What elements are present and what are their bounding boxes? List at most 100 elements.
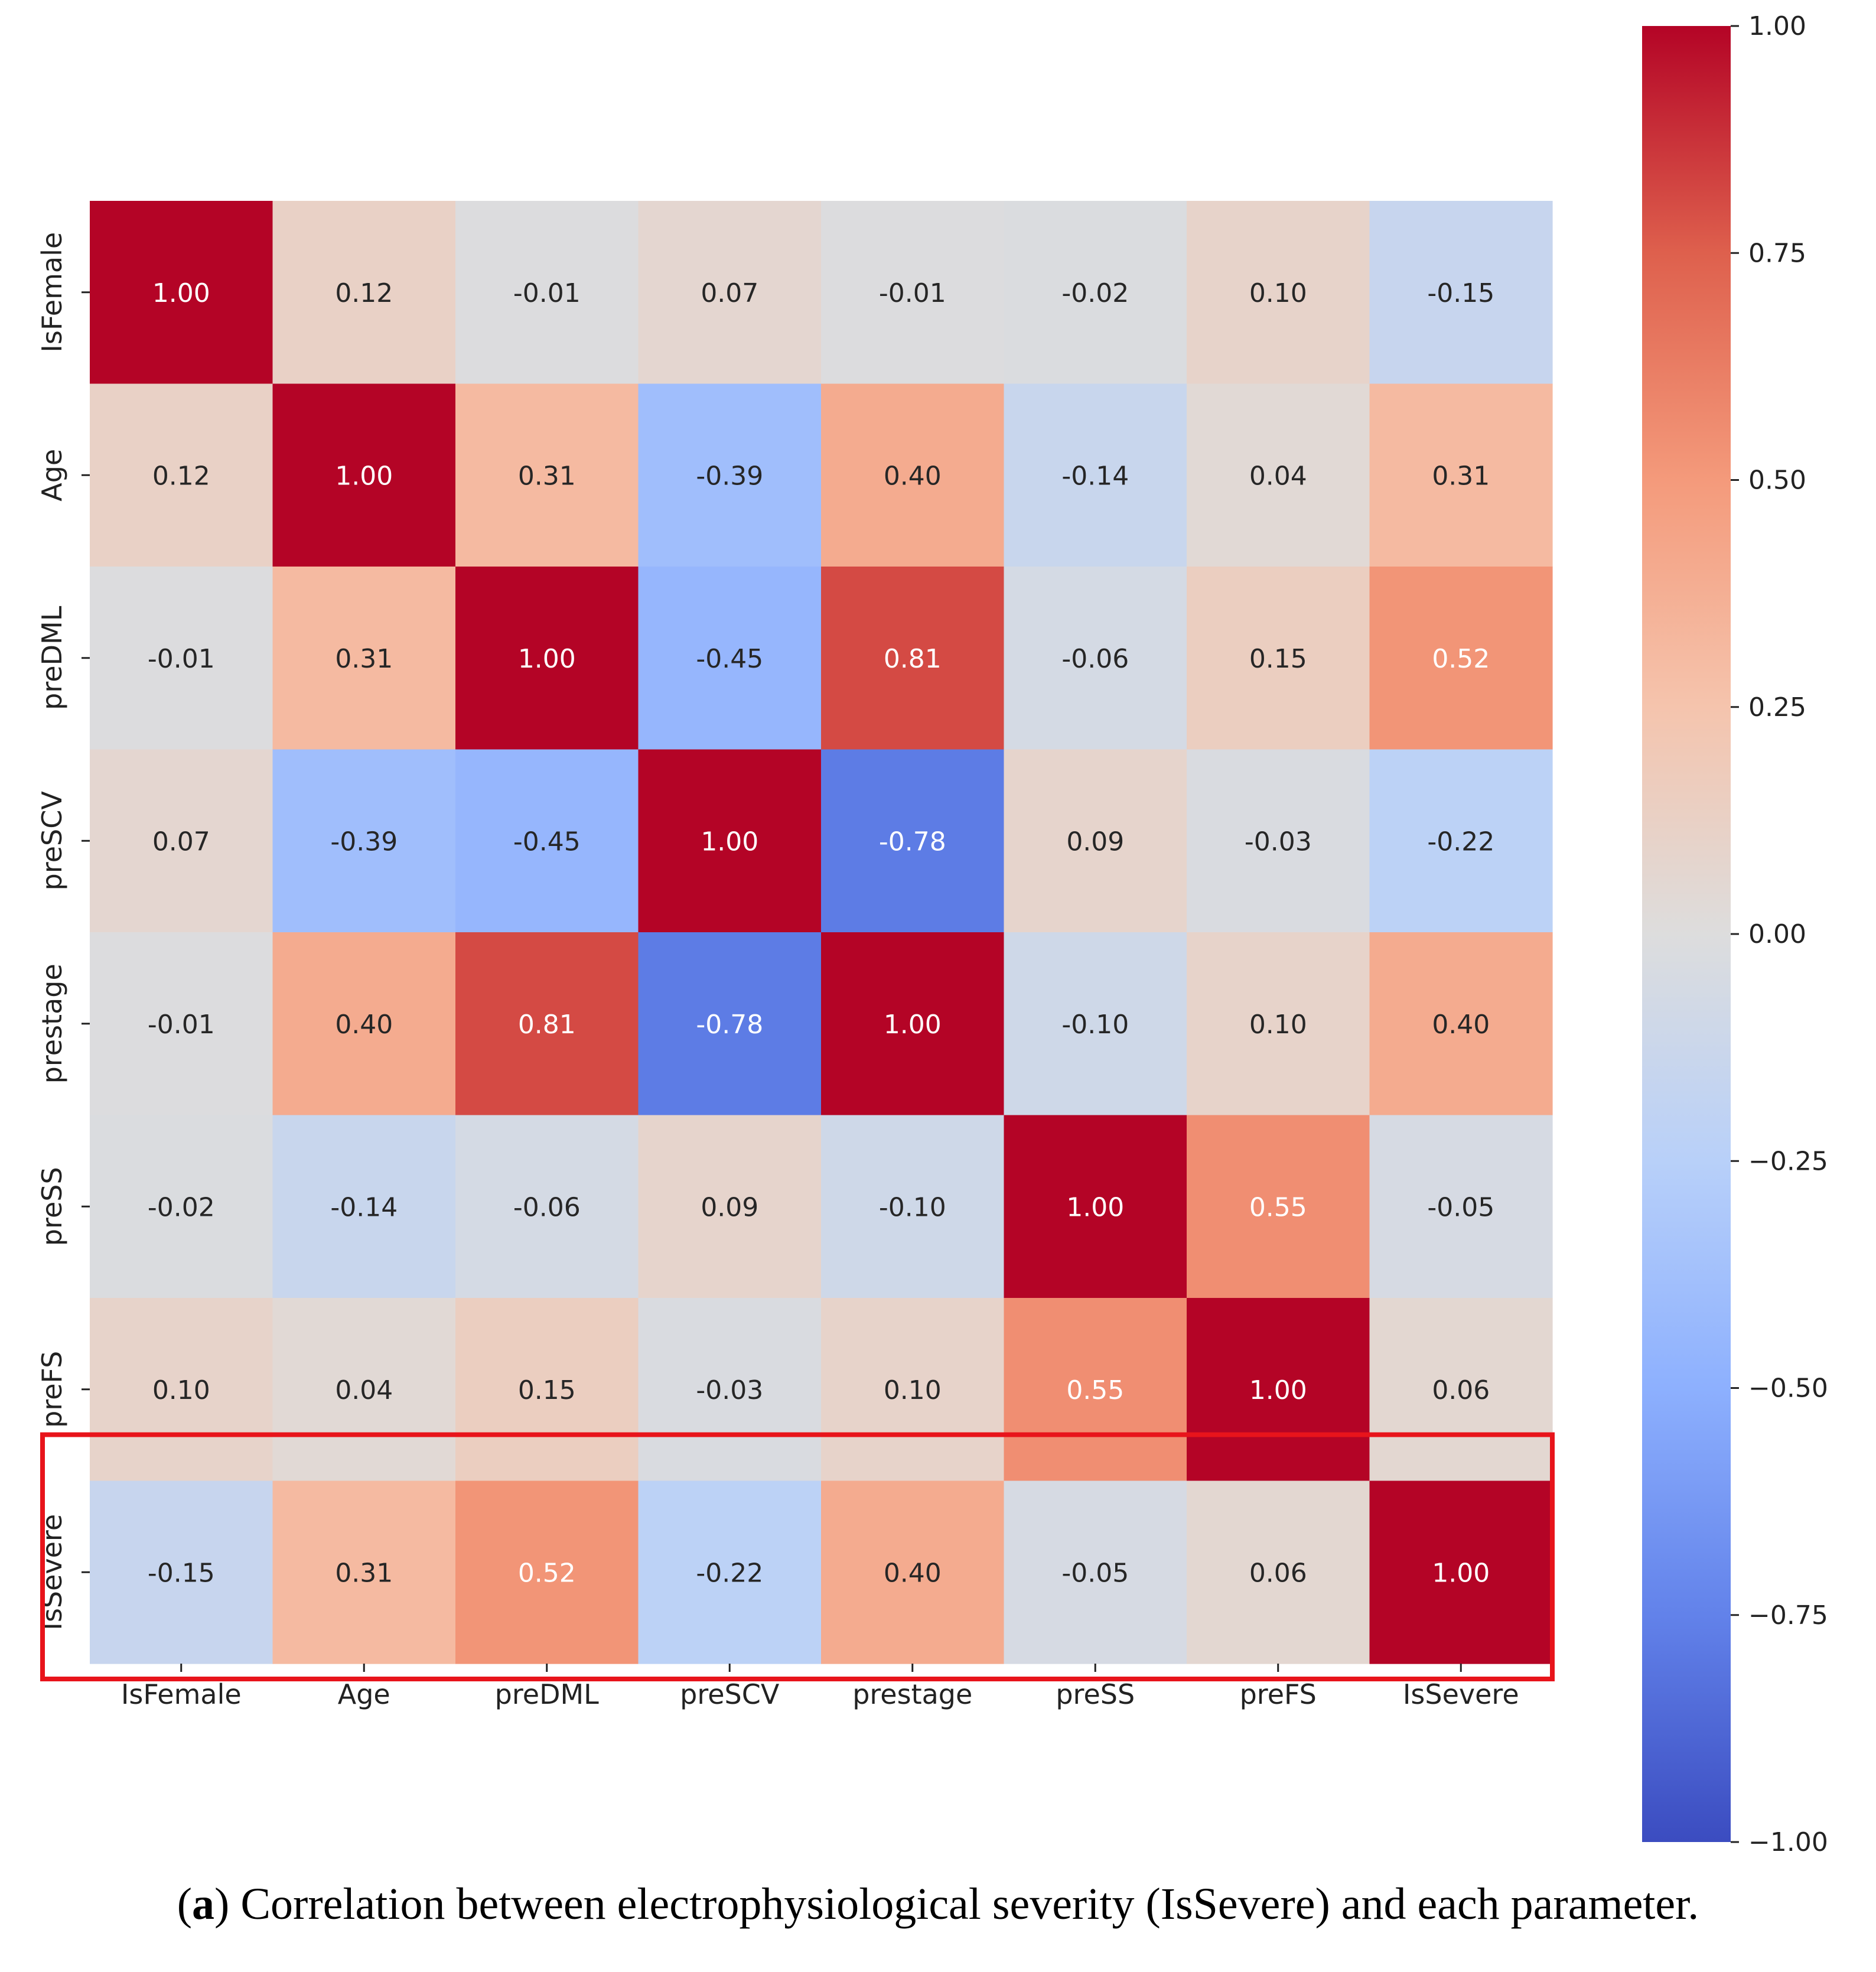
cell-value-IsFemale-IsFemale: 1.00 (152, 278, 210, 308)
heatmap-cell-IsFemale-preDML (455, 201, 639, 385)
heatmap-cell-preDML-prestage (821, 567, 1005, 750)
caption-label: a (192, 1879, 215, 1929)
cell-value-preSCV-IsFemale: 0.07 (152, 826, 210, 857)
heatmap-cell-preSS-preSS (1004, 1115, 1187, 1299)
heatmap-cell-Age-Age (272, 383, 456, 567)
heatmap-cell-preDML-IsSevere (1369, 567, 1553, 750)
cell-value-prestage-preFS: 0.10 (1249, 1010, 1307, 1040)
heatmap-cell-prestage-preDML (455, 932, 639, 1116)
x-tick-label-preSS: preSS (1056, 1678, 1135, 1710)
cell-value-prestage-preSS: -0.10 (1061, 1010, 1129, 1040)
heatmap-cell-prestage-preSS (1004, 932, 1187, 1116)
cell-value-IsFemale-preDML: -0.01 (513, 278, 581, 308)
heatmap-cell-preDML-preSCV (638, 567, 822, 750)
heatmap-cell-preSCV-Age (272, 749, 456, 933)
heatmap-cells (90, 201, 1553, 1664)
cell-value-preSCV-preSS: 0.09 (1066, 826, 1124, 857)
cell-value-preDML-preFS: 0.15 (1249, 644, 1307, 674)
cell-value-prestage-prestage: 1.00 (884, 1010, 942, 1040)
cell-value-preFS-preSCV: -0.03 (696, 1375, 763, 1405)
cell-value-prestage-preSCV: -0.78 (696, 1010, 763, 1040)
heatmap-cell-prestage-IsFemale (90, 932, 273, 1116)
cell-value-preDML-prestage: 0.81 (884, 644, 942, 674)
heatmap-cell-preSS-IsSevere (1369, 1115, 1553, 1299)
cell-value-preFS-preSS: 0.55 (1066, 1375, 1124, 1405)
y-tick-label-preSS: preSS (36, 1167, 68, 1246)
heatmap-cell-preDML-preSS (1004, 567, 1187, 750)
heatmap-cell-preSS-prestage (821, 1115, 1005, 1299)
heatmap-cell-preSCV-prestage (821, 749, 1005, 933)
cell-value-preDML-preSS: -0.06 (1061, 644, 1129, 674)
cell-value-preDML-preDML: 1.00 (518, 644, 576, 674)
figure-caption: (a) Correlation between electrophysiolog… (177, 1879, 1699, 1929)
heatmap-cell-IsSevere-preSCV (638, 1480, 822, 1664)
heatmap-cell-Age-preSS (1004, 383, 1187, 567)
heatmap-cell-IsFemale-IsSevere (1369, 201, 1553, 385)
heatmap-cell-Age-IsSevere (1369, 383, 1553, 567)
heatmap-cell-preFS-IsFemale (90, 1298, 273, 1482)
heatmap-cell-IsFemale-preSCV (638, 201, 822, 385)
cell-value-IsSevere-IsFemale: -0.15 (148, 1558, 215, 1588)
x-tick-label-IsSevere: IsSevere (1403, 1678, 1519, 1710)
cell-value-preSS-IsSevere: -0.05 (1427, 1192, 1494, 1222)
colorbar-tick-label: −0.25 (1748, 1146, 1828, 1176)
cell-value-preSS-preSS: 1.00 (1066, 1192, 1124, 1222)
heatmap-cell-preSCV-preDML (455, 749, 639, 933)
cell-value-prestage-IsFemale: -0.01 (148, 1010, 215, 1040)
cell-value-preSS-IsFemale: -0.02 (148, 1192, 215, 1222)
cell-value-preDML-Age: 0.31 (335, 644, 393, 674)
heatmap-cell-Age-preFS (1187, 383, 1370, 567)
heatmap-cell-preSCV-preSS (1004, 749, 1187, 933)
x-tick-label-Age: Age (338, 1678, 390, 1710)
heatmap-cell-preDML-Age (272, 567, 456, 750)
colorbar-tick-label: −0.75 (1748, 1600, 1828, 1631)
cell-value-preDML-IsFemale: -0.01 (148, 644, 215, 674)
cell-value-Age-preDML: 0.31 (518, 461, 576, 491)
cell-value-Age-preSS: -0.14 (1061, 461, 1129, 491)
cell-value-preSS-preSCV: 0.09 (701, 1192, 758, 1222)
colorbar-tick-label: 0.75 (1748, 238, 1806, 268)
heatmap-cell-IsSevere-prestage (821, 1480, 1005, 1664)
caption-text: ) Correlation between electrophysiologic… (214, 1879, 1699, 1929)
heatmap-cell-preSS-preDML (455, 1115, 639, 1299)
y-tick-label-Age: Age (36, 449, 68, 502)
heatmap-cell-IsSevere-preFS (1187, 1480, 1370, 1664)
cell-value-Age-IsFemale: 0.12 (152, 461, 210, 491)
cell-value-preSCV-IsSevere: -0.22 (1427, 826, 1494, 857)
cell-value-IsFemale-IsSevere: -0.15 (1427, 278, 1494, 308)
cell-value-IsSevere-IsSevere: 1.00 (1432, 1558, 1490, 1588)
cell-value-preDML-preSCV: -0.45 (696, 644, 763, 674)
cell-value-IsSevere-prestage: 0.40 (884, 1558, 942, 1588)
cell-value-Age-preFS: 0.04 (1249, 461, 1307, 491)
heatmap-cell-preDML-preFS (1187, 567, 1370, 750)
heatmap-cell-IsFemale-prestage (821, 201, 1005, 385)
y-tick-label-preDML: preDML (36, 606, 68, 710)
heatmap-cell-Age-prestage (821, 383, 1005, 567)
highlight-box-group (40, 1432, 1555, 1681)
y-tick-label-IsFemale: IsFemale (36, 232, 68, 353)
heatmap-cell-preSS-preSCV (638, 1115, 822, 1299)
colorbar: 1.00 0.75 0.50 0.25 0.00 −0.25 −0.50 −0.75 −1.00 (1642, 11, 1828, 1857)
heatmap-cell-preFS-Age (272, 1298, 456, 1482)
heatmap-cell-preFS-prestage (821, 1298, 1005, 1482)
cell-value-preSS-preDML: -0.06 (513, 1192, 581, 1222)
cell-value-prestage-preDML: 0.81 (518, 1010, 576, 1040)
cell-value-prestage-Age: 0.40 (335, 1010, 393, 1040)
cell-value-preFS-prestage: 0.10 (884, 1375, 942, 1405)
cell-value-preSS-preFS: 0.55 (1249, 1192, 1307, 1222)
heatmap-cell-preFS-IsSevere (1369, 1298, 1553, 1482)
cell-value-IsSevere-preDML: 0.52 (518, 1558, 576, 1588)
heatmap-cell-IsSevere-IsSevere (1369, 1480, 1553, 1664)
heatmap-cell-IsSevere-Age (272, 1480, 456, 1664)
heatmap-cell-prestage-prestage (821, 932, 1005, 1116)
colorbar-tick-label: 0.25 (1748, 692, 1806, 723)
heatmap-cell-IsFemale-IsFemale (90, 201, 273, 385)
cell-value-preSCV-preFS: -0.03 (1245, 826, 1312, 857)
heatmap-cell-Age-preSCV (638, 383, 822, 567)
cell-value-preFS-Age: 0.04 (335, 1375, 393, 1405)
colorbar-tick-label: 0.50 (1748, 466, 1806, 496)
heatmap-cell-Age-IsFemale (90, 383, 273, 567)
heatmap-chart: 1.00 0.12 -0.01 0.07 -0.01 -0.02 0.10 -0.15 0.12… (36, 11, 1828, 1857)
y-tick-label-preFS: preFS (36, 1351, 68, 1428)
